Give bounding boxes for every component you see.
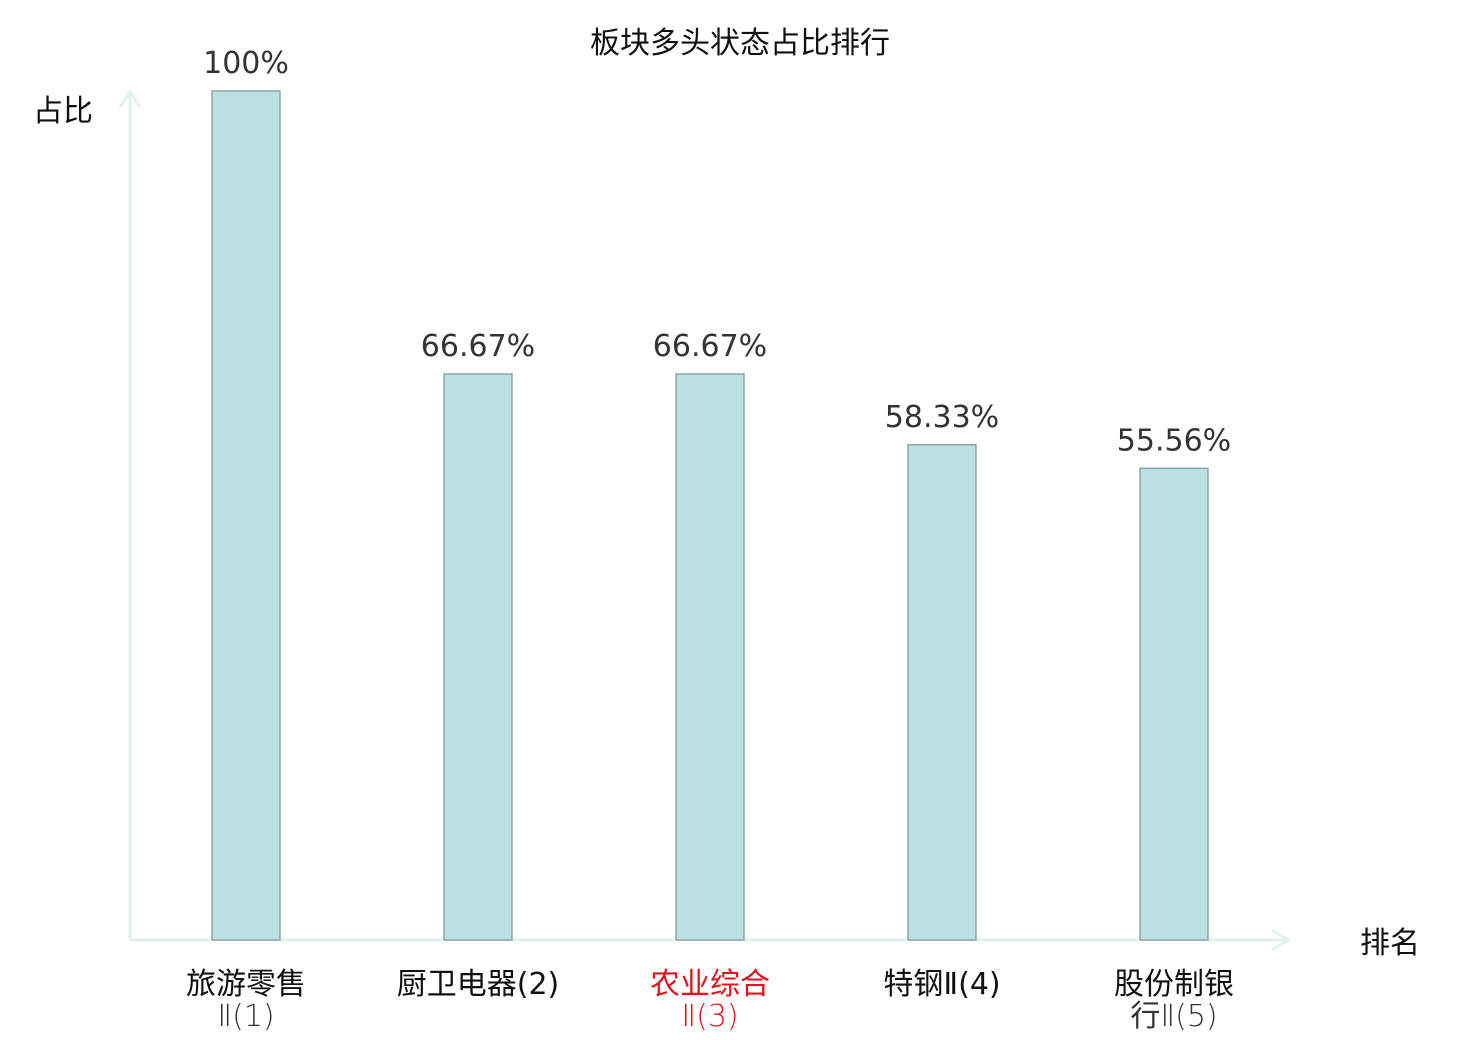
- bar-5: [1139, 467, 1209, 941]
- x-axis-arrow: [1271, 928, 1291, 952]
- value-label-2: 66.67%: [421, 329, 535, 364]
- category-label-3-line2: Ⅱ(3): [681, 999, 738, 1034]
- x-axis-label: 排名: [1360, 926, 1420, 961]
- category-label-5-line2: 行Ⅱ(5): [1130, 999, 1217, 1034]
- value-label-5: 55.56%: [1117, 423, 1231, 458]
- value-labels-group: 100% 66.67% 66.67% 58.33% 55.56%: [203, 46, 1231, 458]
- bar-1: [211, 90, 281, 941]
- category-label-1-line2: Ⅱ(1): [217, 999, 274, 1034]
- category-label-2: 厨卫电器(2): [397, 967, 560, 1002]
- value-label-3: 66.67%: [653, 329, 767, 364]
- bars-group: [211, 90, 1209, 941]
- y-axis-label: 占比: [33, 94, 93, 129]
- bar-3: [675, 373, 745, 941]
- y-axis-arrow: [118, 89, 142, 108]
- bar-2: [443, 373, 513, 941]
- category-label-4: 特钢Ⅱ(4): [883, 967, 1000, 1002]
- bar-4: [907, 444, 977, 941]
- chart-title: 板块多头状态占比排行: [590, 26, 890, 61]
- value-label-4: 58.33%: [885, 400, 999, 435]
- category-label-3: 农业综合: [650, 967, 770, 1002]
- category-label-1: 旅游零售: [186, 967, 306, 1002]
- value-label-1: 100%: [203, 46, 289, 81]
- category-label-5: 股份制银: [1114, 967, 1234, 1002]
